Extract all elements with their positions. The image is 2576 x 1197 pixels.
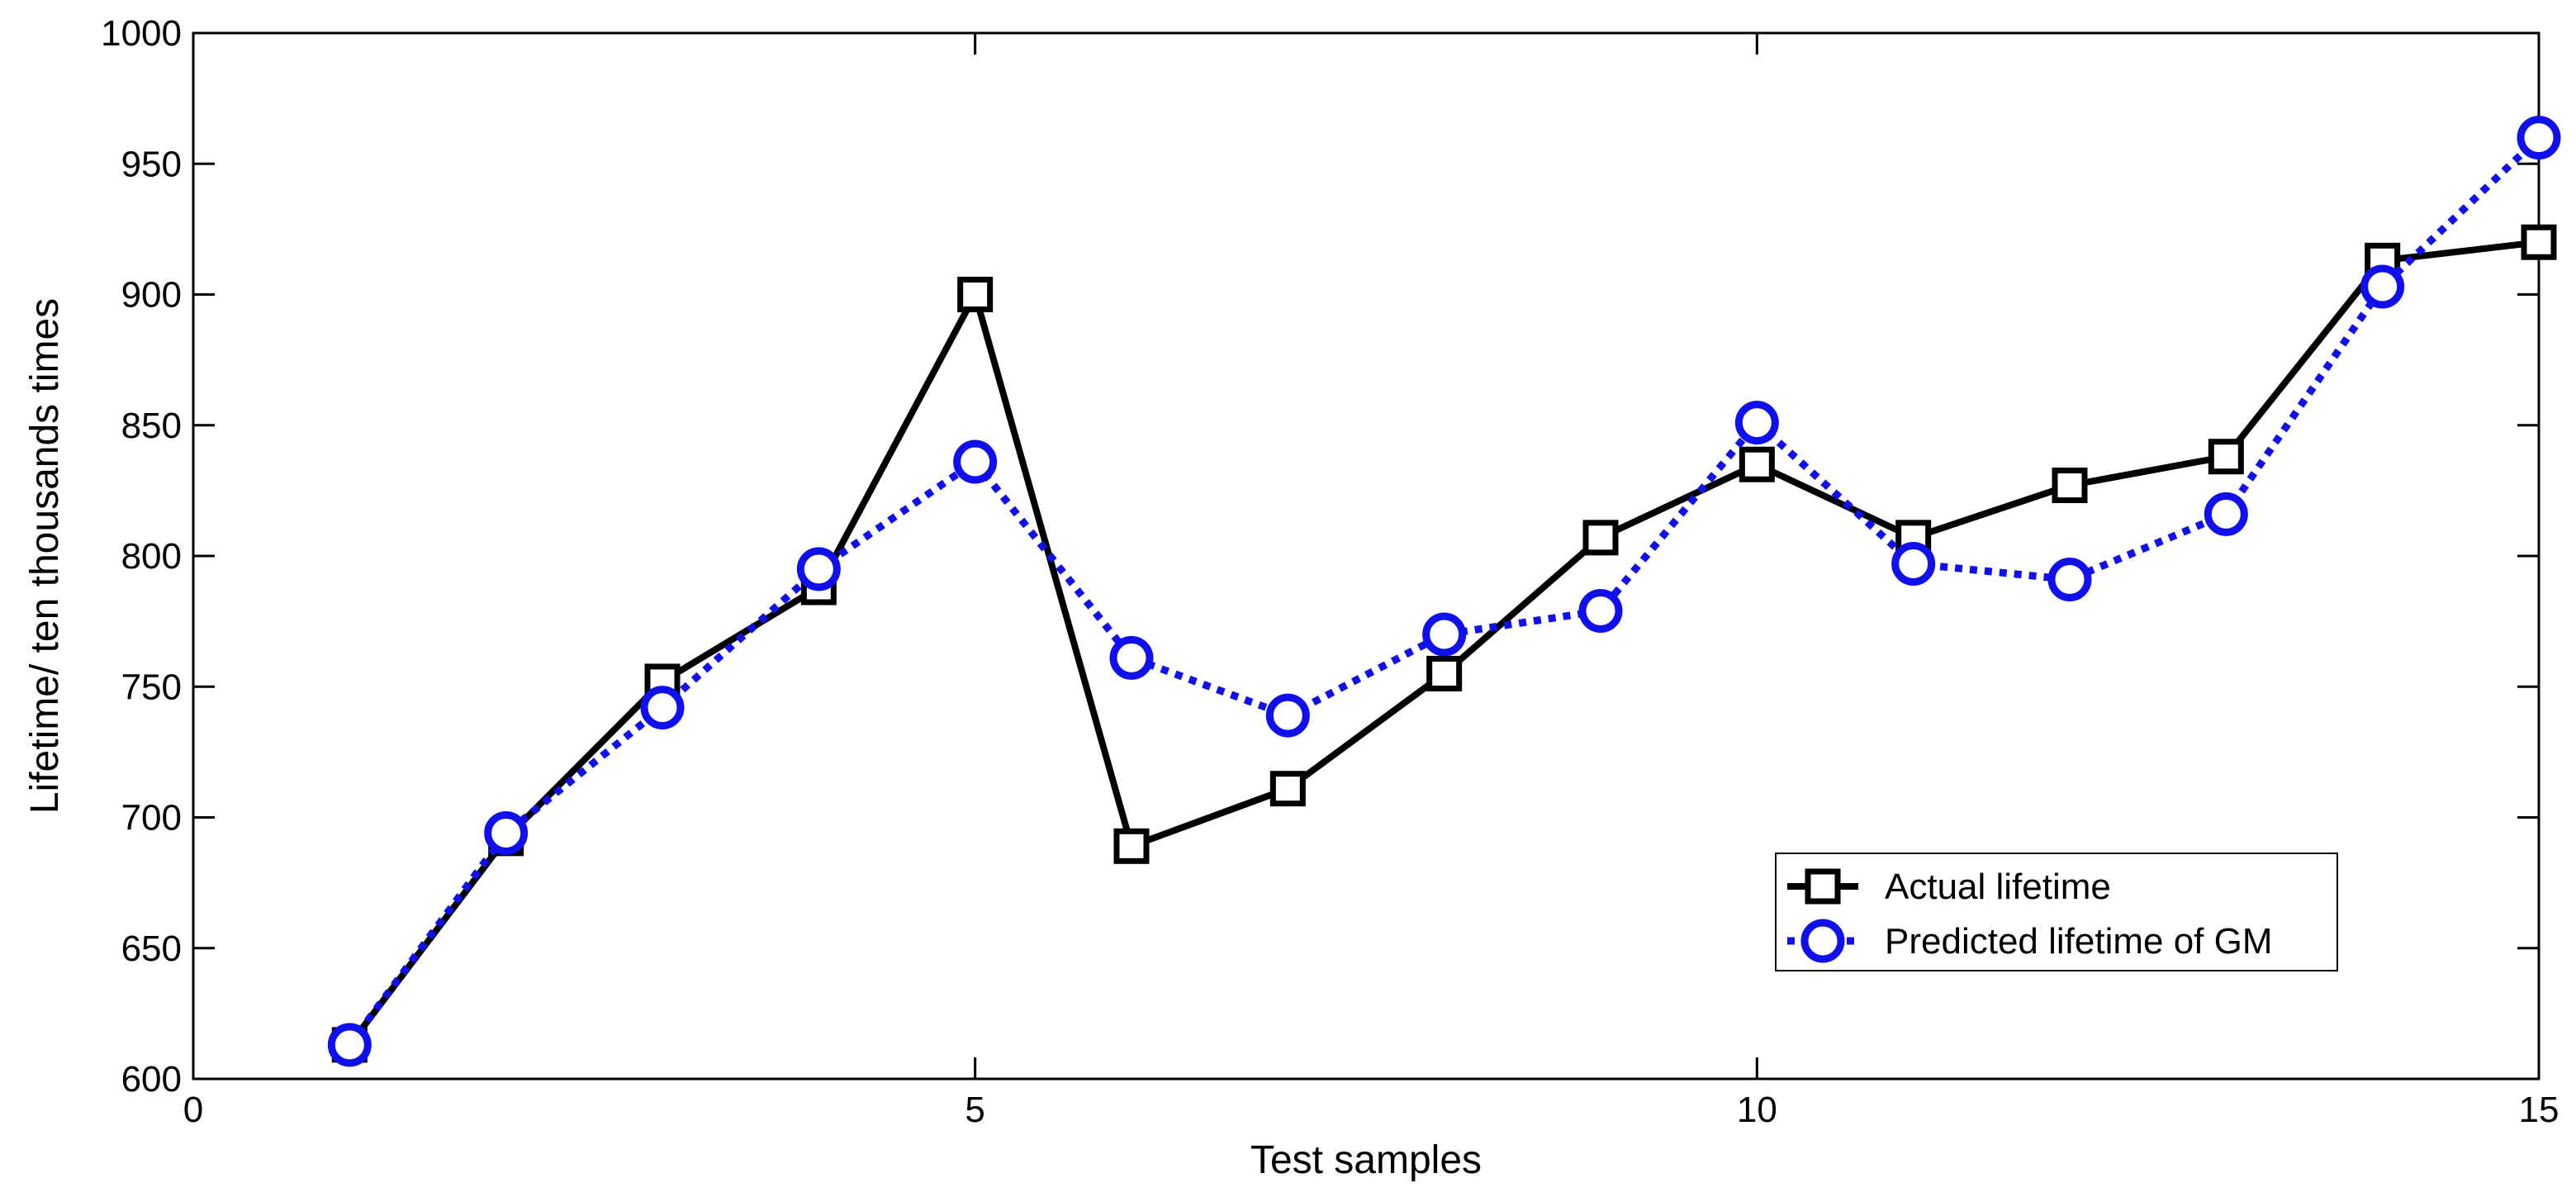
series-2	[327, 116, 2561, 1067]
y-tick-label: 700	[121, 798, 182, 838]
data-point	[484, 810, 529, 855]
series-layer	[327, 116, 2561, 1067]
data-point	[327, 1023, 372, 1067]
data-point	[2517, 116, 2561, 160]
legend: Actual lifetime Predicted lifetime of GM	[1775, 853, 2338, 971]
y-tick-label: 650	[121, 929, 182, 969]
data-point	[1426, 655, 1463, 691]
x-axis-label: Test samples	[1250, 1138, 1482, 1182]
y-tick-label: 850	[121, 406, 182, 446]
x-axis: 0 5 10 15	[183, 33, 2559, 1130]
y-axis: 600 650 700 750 800 850 900 950 1000	[101, 13, 2539, 1100]
data-point	[957, 277, 994, 312]
y-tick-label: 950	[121, 144, 182, 184]
x-tick-label: 0	[183, 1090, 203, 1130]
legend-marker	[1800, 919, 1845, 963]
data-point	[1109, 635, 1154, 680]
legend-label: Predicted lifetime of GM	[1885, 921, 2273, 962]
x-tick-label: 10	[1737, 1090, 1777, 1130]
legend-label: Actual lifetime	[1885, 867, 2111, 907]
data-point	[1422, 612, 1467, 657]
x-tick-label: 5	[965, 1090, 984, 1130]
legend-box	[1775, 853, 2338, 971]
y-tick-label: 1000	[101, 13, 182, 54]
data-point	[1739, 446, 1775, 482]
data-point	[953, 439, 998, 484]
y-tick-label: 900	[121, 275, 182, 316]
x-tick-label: 15	[2519, 1090, 2559, 1130]
series-line	[346, 135, 2542, 1047]
data-point	[2204, 492, 2248, 536]
data-point	[2521, 224, 2557, 260]
data-point	[2360, 264, 2405, 309]
data-point	[2052, 468, 2088, 504]
y-axis-label: Lifetime/ ten thousands times	[23, 298, 67, 814]
data-point	[2208, 439, 2244, 475]
y-tick-label: 600	[121, 1059, 182, 1100]
data-point	[796, 547, 841, 591]
data-point	[1578, 588, 1623, 633]
data-point	[1734, 401, 1779, 445]
data-point	[1891, 541, 1936, 586]
data-point	[1265, 693, 1310, 738]
data-point	[1113, 828, 1150, 864]
y-tick-label: 800	[121, 536, 182, 577]
legend-item: Actual lifetime	[1787, 867, 2111, 907]
legend-marker	[1805, 868, 1841, 905]
data-point	[2047, 557, 2092, 601]
data-point	[640, 686, 685, 730]
legend-item: Predicted lifetime of GM	[1787, 919, 2273, 963]
data-point	[1582, 520, 1619, 556]
data-point	[1269, 771, 1306, 807]
y-tick-label: 750	[121, 667, 182, 707]
